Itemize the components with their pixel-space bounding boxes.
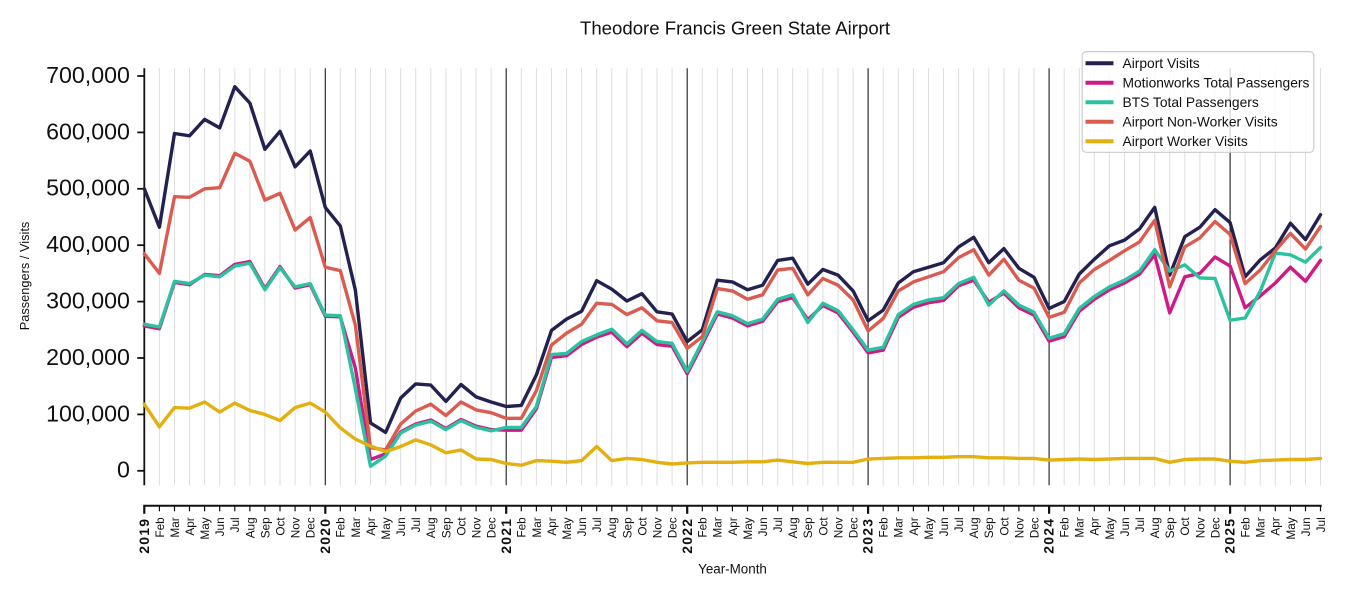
svg-text:Mar: Mar	[1073, 517, 1087, 537]
svg-text:Jul: Jul	[952, 517, 966, 532]
svg-text:Jul: Jul	[590, 517, 604, 532]
svg-text:Airport Visits: Airport Visits	[1123, 56, 1200, 71]
svg-text:Dec: Dec	[1208, 517, 1222, 538]
svg-text:Jun: Jun	[1118, 517, 1132, 536]
svg-text:300,000: 300,000	[46, 288, 130, 314]
svg-text:Jul: Jul	[228, 517, 242, 532]
svg-text:Dec: Dec	[1027, 517, 1041, 538]
svg-text:Jul: Jul	[1133, 517, 1147, 532]
svg-text:Jul: Jul	[771, 517, 785, 532]
svg-text:Jun: Jun	[575, 517, 589, 536]
svg-text:May: May	[922, 517, 936, 539]
svg-text:Aug: Aug	[786, 517, 800, 538]
svg-text:Nov: Nov	[1193, 517, 1207, 538]
svg-text:Dec: Dec	[666, 517, 680, 538]
svg-text:Feb: Feb	[515, 517, 529, 538]
svg-text:Airport Non-Worker Visits: Airport Non-Worker Visits	[1123, 114, 1278, 129]
svg-text:Jun: Jun	[756, 517, 770, 536]
svg-text:Nov: Nov	[650, 517, 664, 538]
svg-text:May: May	[1103, 517, 1117, 539]
svg-text:100,000: 100,000	[46, 400, 130, 426]
svg-text:Aug: Aug	[967, 517, 981, 538]
svg-text:0: 0	[117, 457, 130, 483]
svg-text:600,000: 600,000	[46, 118, 130, 144]
svg-text:Dec: Dec	[304, 517, 318, 538]
svg-text:Sep: Sep	[801, 517, 815, 538]
svg-text:Dec: Dec	[485, 517, 499, 538]
svg-text:Aug: Aug	[605, 517, 619, 538]
svg-text:Feb: Feb	[153, 517, 167, 538]
svg-text:Theodore Francis Green State A: Theodore Francis Green State Airport	[580, 18, 891, 39]
svg-text:Jun: Jun	[394, 517, 408, 536]
svg-text:Feb: Feb	[877, 517, 891, 538]
svg-text:Motionworks Total Passengers: Motionworks Total Passengers	[1123, 75, 1310, 90]
svg-text:Oct: Oct	[816, 517, 830, 536]
svg-text:May: May	[741, 517, 755, 539]
svg-text:Mar: Mar	[349, 517, 363, 537]
svg-text:May: May	[198, 517, 212, 539]
svg-text:Nov: Nov	[1012, 517, 1026, 538]
svg-text:Passengers / Visits: Passengers / Visits	[17, 222, 32, 331]
svg-text:Apr: Apr	[1269, 517, 1283, 535]
svg-text:Sep: Sep	[258, 517, 272, 538]
svg-text:Airport Worker Visits: Airport Worker Visits	[1123, 134, 1248, 149]
svg-text:Oct: Oct	[273, 517, 287, 536]
svg-text:2024: 2024	[1041, 518, 1057, 554]
svg-text:Aug: Aug	[1148, 517, 1162, 538]
svg-text:Sep: Sep	[620, 517, 634, 538]
svg-text:Sep: Sep	[1163, 517, 1177, 538]
svg-text:Jun: Jun	[1299, 517, 1313, 536]
svg-text:400,000: 400,000	[46, 231, 130, 257]
svg-text:2023: 2023	[860, 518, 876, 554]
svg-text:2020: 2020	[317, 518, 333, 554]
svg-text:Oct: Oct	[997, 517, 1011, 536]
svg-text:Aug: Aug	[243, 517, 257, 538]
svg-text:BTS Total Passengers: BTS Total Passengers	[1123, 95, 1259, 110]
svg-text:Oct: Oct	[1178, 517, 1192, 536]
svg-text:2021: 2021	[498, 518, 514, 554]
svg-text:Jun: Jun	[937, 517, 951, 536]
svg-text:Sep: Sep	[982, 517, 996, 538]
svg-text:Jun: Jun	[213, 517, 227, 536]
svg-text:Dec: Dec	[847, 517, 861, 538]
svg-text:Jul: Jul	[409, 517, 423, 532]
svg-text:200,000: 200,000	[46, 344, 130, 370]
svg-text:Oct: Oct	[454, 517, 468, 536]
svg-text:Aug: Aug	[424, 517, 438, 538]
svg-text:Apr: Apr	[183, 517, 197, 535]
svg-text:Nov: Nov	[470, 517, 484, 538]
svg-text:500,000: 500,000	[46, 175, 130, 201]
svg-text:2019: 2019	[136, 518, 152, 554]
svg-text:Mar: Mar	[530, 517, 544, 537]
svg-text:Apr: Apr	[1088, 517, 1102, 535]
svg-text:Apr: Apr	[726, 517, 740, 535]
svg-text:Nov: Nov	[831, 517, 845, 538]
svg-text:2025: 2025	[1222, 518, 1238, 554]
svg-text:Apr: Apr	[545, 517, 559, 535]
svg-text:May: May	[1284, 517, 1298, 539]
svg-text:Feb: Feb	[1058, 517, 1072, 538]
svg-text:May: May	[560, 517, 574, 539]
svg-text:Jul: Jul	[1314, 517, 1328, 532]
svg-text:Apr: Apr	[364, 517, 378, 535]
svg-text:May: May	[379, 517, 393, 539]
svg-text:2022: 2022	[679, 518, 695, 554]
svg-text:Mar: Mar	[711, 517, 725, 537]
svg-text:Feb: Feb	[1239, 517, 1253, 538]
svg-text:Sep: Sep	[439, 517, 453, 538]
svg-text:Apr: Apr	[907, 517, 921, 535]
svg-text:Mar: Mar	[892, 517, 906, 537]
svg-text:Oct: Oct	[635, 517, 649, 536]
svg-text:Feb: Feb	[334, 517, 348, 538]
svg-text:Year-Month: Year-Month	[698, 562, 767, 577]
svg-text:Mar: Mar	[168, 517, 182, 537]
svg-text:Feb: Feb	[696, 517, 710, 538]
svg-text:Mar: Mar	[1254, 517, 1268, 537]
svg-text:Nov: Nov	[289, 517, 303, 538]
svg-text:700,000: 700,000	[46, 62, 130, 88]
